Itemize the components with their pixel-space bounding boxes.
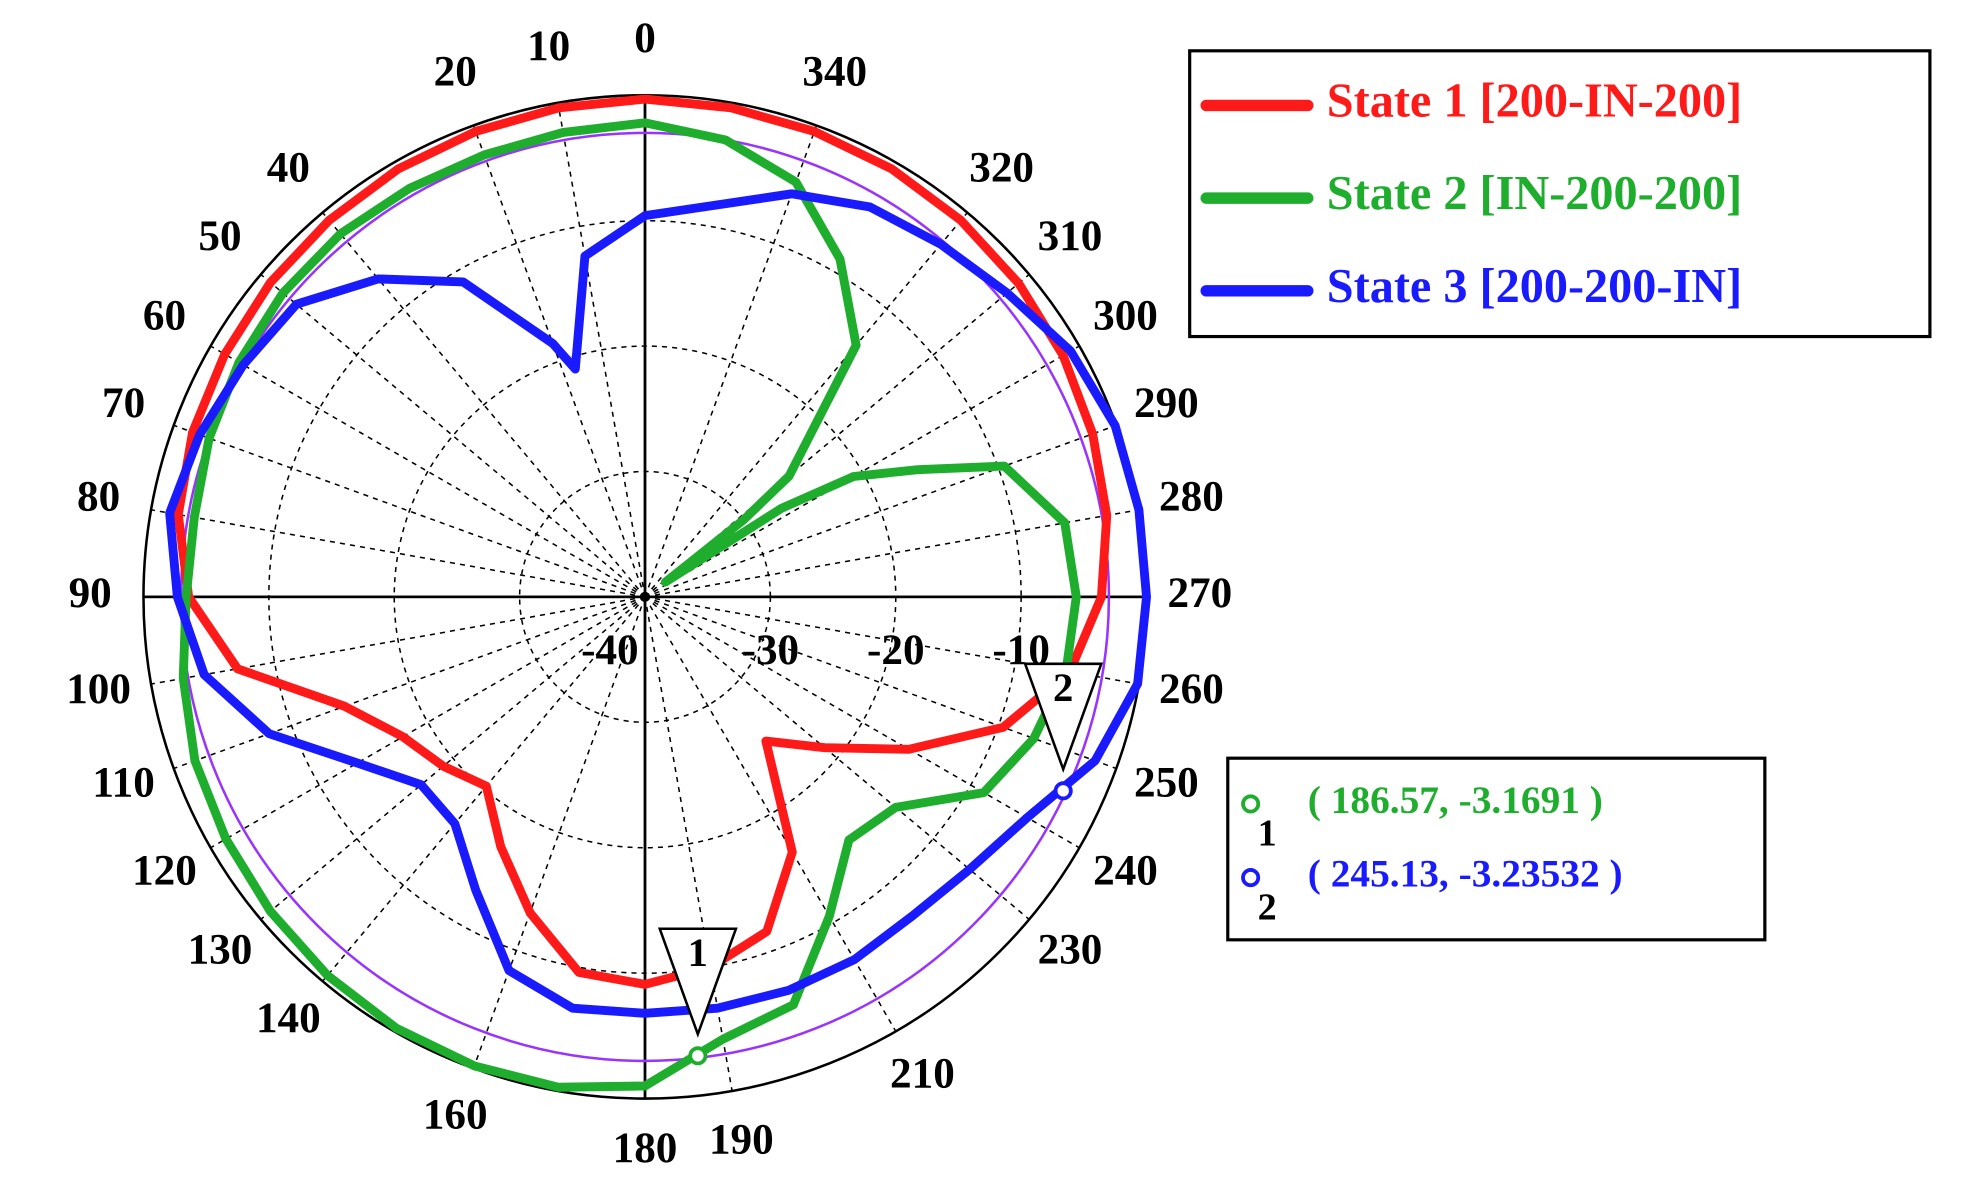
grid-spoke <box>150 509 646 598</box>
theta-tick-label: 120 <box>132 847 197 894</box>
theta-tick-label: 100 <box>66 666 131 713</box>
theta-tick-label: 300 <box>1093 292 1158 339</box>
grid-spoke <box>472 125 646 598</box>
theta-tick-label: 80 <box>77 473 120 520</box>
grid-spoke <box>173 596 646 770</box>
marker-legend-symbol <box>1241 794 1261 814</box>
grid-spoke <box>644 212 968 598</box>
theta-tick-label: 280 <box>1159 473 1224 520</box>
theta-tick-label: 190 <box>709 1116 774 1163</box>
theta-tick-label: 130 <box>188 927 253 974</box>
grid-spoke <box>644 345 1080 598</box>
series-curve <box>173 94 1112 989</box>
marker-label: ( 245.13, -3.23532 ) <box>1308 852 1623 896</box>
legend-label: State 2 [IN-200-200] <box>1327 167 1742 220</box>
theta-tick-label: 50 <box>198 213 241 260</box>
marker-box <box>1226 756 1767 942</box>
marker-point <box>1053 781 1073 801</box>
legend-label: State 1 [200-IN-200] <box>1327 74 1742 127</box>
grid-spoke <box>173 424 646 598</box>
series-curve <box>178 118 1081 1092</box>
marker-legend-symbol <box>1241 868 1261 888</box>
series-curve <box>165 189 1151 1018</box>
theta-tick-label: 260 <box>1159 666 1224 713</box>
grid-spoke <box>210 345 646 598</box>
theta-tick-label: 20 <box>434 48 477 95</box>
grid-spoke <box>210 596 646 849</box>
marker-point <box>688 1046 708 1066</box>
r-tick-label: -40 <box>581 627 639 674</box>
theta-tick-label: 250 <box>1134 760 1199 807</box>
grid-spoke <box>644 596 1030 920</box>
theta-tick-label: 240 <box>1093 847 1158 894</box>
marker-legend-id: 2 <box>1258 886 1277 928</box>
theta-tick-label: 180 <box>613 1125 678 1172</box>
theta-tick-label: 310 <box>1038 213 1103 260</box>
marker-label: ( 186.57, -3.1691 ) <box>1308 778 1603 822</box>
theta-tick-label: 270 <box>1167 570 1232 617</box>
theta-tick-label: 140 <box>256 995 321 1042</box>
theta-tick-label: 160 <box>423 1091 488 1138</box>
theta-tick-label: 60 <box>143 292 186 339</box>
marker-flag <box>1023 662 1104 773</box>
theta-tick-label: 290 <box>1134 380 1199 427</box>
grid-spoke <box>260 596 646 920</box>
marker-legend-id: 1 <box>1258 813 1277 855</box>
r-tick-label: -20 <box>867 627 925 674</box>
grid-spoke <box>260 273 646 598</box>
theta-tick-label: 340 <box>802 48 867 95</box>
theta-tick-label: 10 <box>527 23 570 70</box>
grid-spoke <box>644 125 818 598</box>
marker-id: 1 <box>688 930 708 975</box>
grid-spoke <box>472 596 646 1069</box>
grid-spoke <box>322 596 646 982</box>
theta-tick-label: 320 <box>969 145 1034 192</box>
legend-label: State 3 [200-200-IN] <box>1327 260 1742 313</box>
marker-flag <box>657 927 738 1038</box>
theta-tick-label: 40 <box>267 145 310 192</box>
theta-tick-label: 230 <box>1038 927 1103 974</box>
marker-id: 2 <box>1053 665 1073 710</box>
theta-tick-label: 90 <box>69 570 112 617</box>
theta-tick-label: 210 <box>890 1050 955 1097</box>
theta-tick-label: 70 <box>102 380 145 427</box>
grid-spoke <box>644 596 1080 849</box>
grid-spoke <box>644 509 1140 598</box>
grid-spoke <box>557 102 646 598</box>
grid-spoke <box>644 424 1117 598</box>
theta-tick-label: 0 <box>634 15 656 62</box>
theta-tick-label: 110 <box>92 760 154 807</box>
